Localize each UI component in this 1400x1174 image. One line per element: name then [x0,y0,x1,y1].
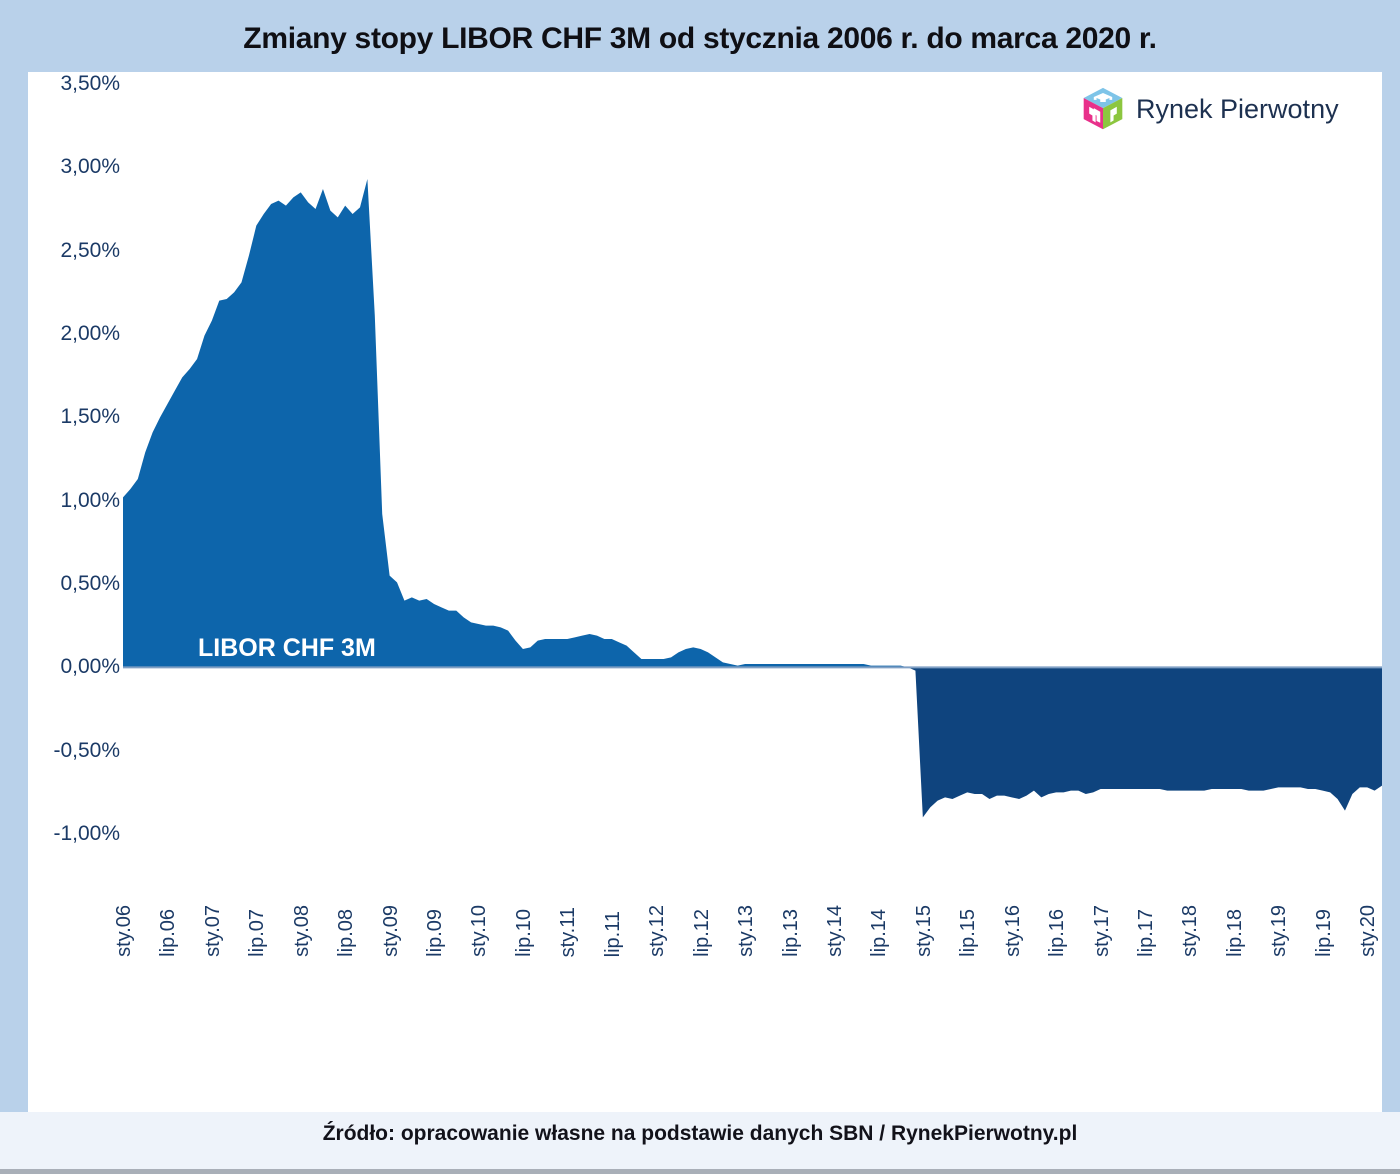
x-axis-tick: sty.16 [1001,905,1024,957]
plot-area [123,84,1382,834]
y-axis-tick: 3,00% [60,155,120,179]
x-axis: sty.06 lip.06 sty.07 lip.07 sty.08 lip.08 sty.… [28,842,1382,957]
y-axis: 3,50% 3,00% 2,50% 2,00% 1,50% 1,00% 0,50% 0,00%… [28,72,120,1112]
x-axis-tick: lip.14 [868,909,891,957]
y-axis-tick: 0,50% [60,572,120,595]
x-axis-tick: sty.18 [1179,905,1202,957]
area-positive [123,179,909,668]
source-note: Źródło: opracowanie własne na podstawie … [322,1122,1078,1145]
area-negative [908,667,1382,818]
y-axis-tick: 2,00% [60,322,120,345]
logo-text: Rynek Pierwotny [1136,93,1339,124]
x-axis-tick: lip.07 [246,909,269,957]
cube-logo-icon [1083,87,1123,130]
x-axis-tick: sty.12 [646,905,669,957]
y-axis-tick: 2,50% [60,238,120,262]
x-axis-tick: sty.19 [1268,905,1291,957]
x-axis-tick: lip.18 [1223,909,1246,957]
x-axis-tick: lip.16 [1046,909,1069,957]
x-axis-tick: sty.11 [557,906,580,957]
x-axis-tick: sty.10 [468,905,491,957]
x-axis-tick: sty.13 [735,905,758,957]
series-inline-label: LIBOR CHF 3M [198,634,376,662]
title-band: Zmiany stopy LIBOR CHF 3M od stycznia 20… [0,0,1400,72]
x-axis-tick: lip.06 [157,909,180,957]
y-axis-tick: 3,50% [60,72,120,95]
x-axis-tick: lip.10 [512,909,535,957]
x-axis-tick: lip.15 [957,909,980,957]
x-axis-tick: sty.09 [379,905,402,957]
x-axis-tick: lip.12 [690,909,713,957]
area-chart-svg [123,179,1382,818]
footer-band: Źródło: opracowanie własne na podstawie … [0,1112,1400,1174]
x-axis-tick: lip.13 [779,909,802,957]
x-axis-tick: sty.15 [912,905,935,957]
x-axis-tick: sty.14 [823,905,846,957]
y-axis-tick: 0,00% [60,655,120,679]
y-axis-tick: -1,00% [53,822,120,845]
x-axis-tick: lip.08 [335,909,358,957]
x-axis-tick: sty.06 [113,905,135,957]
y-axis-tick: 1,00% [60,488,120,512]
page-title: Zmiany stopy LIBOR CHF 3M od stycznia 20… [243,22,1157,55]
x-axis-tick: sty.08 [290,905,313,957]
series-libor-chf-3m [123,179,1382,818]
x-axis-tick: lip.17 [1135,909,1157,957]
x-axis-tick: sty.07 [201,905,224,957]
y-axis-tick: 1,50% [60,405,120,429]
y-axis-tick: -0,50% [53,738,120,762]
x-axis-tick: sty.17 [1090,905,1113,957]
x-axis-tick: lip.19 [1312,909,1335,957]
x-axis-tick: lip.09 [424,909,447,957]
brand-logo: Rynek Pierwotny [1080,86,1339,132]
plot-card: Rynek Pierwotny 3,50% 3,00% 2,50% 2,00% 1,50… [28,72,1382,1112]
x-axis-tick: lip.11 [601,910,624,957]
x-axis-tick: sty.20 [1357,905,1380,957]
